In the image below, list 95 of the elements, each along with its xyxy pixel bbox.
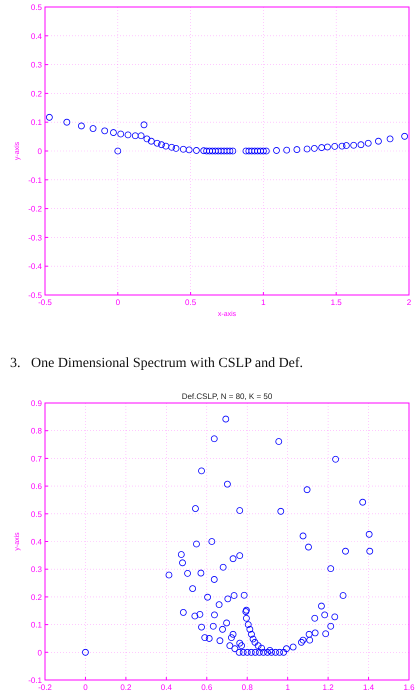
y-tick-label: -0.1 — [28, 176, 43, 185]
x-tick-label: 1.2 — [322, 683, 334, 692]
point — [257, 148, 264, 154]
point — [251, 148, 258, 154]
point — [148, 138, 155, 145]
x-tick-label: 2 — [406, 298, 412, 307]
point — [162, 142, 170, 150]
point — [248, 148, 256, 154]
text: 3. One Dimensional Spectrum with CSLP and Def. — [10, 356, 304, 371]
y-tick-label: -0.2 — [28, 204, 43, 214]
y-tick-label: -0.3 — [28, 233, 43, 242]
point — [186, 146, 193, 154]
x-tick-label: 0 — [83, 683, 88, 692]
y-tick-label: 0.3 — [30, 565, 43, 574]
point — [224, 148, 230, 154]
point — [214, 148, 222, 154]
y-tick-label: -0.4 — [28, 262, 43, 272]
point — [46, 114, 53, 121]
point — [114, 148, 122, 154]
x-tick-label: 1 — [285, 683, 290, 692]
point — [358, 141, 364, 148]
point — [206, 148, 213, 154]
y-tick-label: -0.5 — [28, 291, 43, 300]
point — [140, 121, 148, 128]
point — [338, 142, 346, 150]
point — [342, 142, 350, 149]
point — [63, 118, 70, 126]
point — [158, 141, 165, 148]
y-tick-label: -0.1 — [28, 676, 43, 685]
point — [324, 144, 331, 150]
point — [229, 148, 236, 154]
point — [154, 140, 161, 147]
y-tick-label: 0.5 — [30, 510, 43, 519]
point — [401, 132, 408, 140]
point — [304, 146, 310, 152]
x-tick-label: 0.8 — [242, 683, 254, 692]
point — [132, 132, 139, 140]
point — [220, 148, 228, 154]
point — [101, 127, 108, 134]
point — [117, 130, 124, 138]
point — [262, 148, 270, 154]
point — [110, 129, 117, 136]
x-tick-label: 1.6 — [403, 683, 416, 692]
y-tick-label: 0.7 — [30, 454, 43, 464]
y-tick-label: 0.9 — [30, 399, 43, 408]
point — [168, 144, 176, 151]
point — [200, 147, 208, 154]
y-tick-label: 0.4 — [30, 32, 43, 41]
y-tick-label: 0.3 — [30, 60, 43, 70]
y-tick-label: 0.1 — [30, 620, 43, 630]
point — [172, 145, 180, 152]
point — [254, 148, 261, 154]
point — [273, 147, 280, 154]
chart-title: Def.CSLP, N = 80, K = 50 — [182, 392, 273, 401]
point — [242, 148, 250, 154]
point — [203, 148, 210, 154]
point — [193, 147, 200, 154]
x-tick-label: 1 — [261, 298, 266, 307]
point — [144, 136, 150, 142]
point — [245, 148, 252, 154]
point — [260, 148, 267, 154]
y-tick-label: 0.2 — [30, 592, 43, 602]
point — [386, 136, 394, 142]
y-tick-label: 0.8 — [30, 426, 43, 436]
x-tick-label: 0.2 — [120, 683, 132, 692]
y-tick-label: 0 — [38, 147, 43, 156]
y-tick-label: 0.4 — [30, 538, 43, 546]
point — [209, 148, 216, 154]
y-tick-label: 0.1 — [30, 118, 43, 128]
point — [310, 145, 318, 152]
point — [212, 148, 219, 154]
x-tick-label: 1.5 — [330, 298, 342, 307]
point — [78, 122, 85, 130]
y-tick-label: 0.6 — [30, 482, 43, 492]
y-tick-label: 0.2 — [30, 89, 43, 98]
point — [180, 146, 187, 153]
point — [293, 146, 300, 153]
point — [283, 146, 290, 154]
x-tick-label: 0.6 — [201, 683, 213, 692]
point — [218, 148, 225, 154]
point — [350, 142, 358, 149]
x-tick-label: 0.5 — [185, 298, 197, 307]
point — [138, 132, 144, 140]
x-tick-label: 1.4 — [362, 683, 375, 692]
point — [375, 138, 382, 145]
y-tick-label: 0.5 — [30, 3, 43, 12]
point — [90, 125, 96, 132]
point — [124, 131, 132, 138]
point — [364, 140, 372, 147]
point — [331, 142, 338, 150]
x-tick-label: 0.4 — [160, 683, 172, 692]
point — [318, 144, 326, 151]
point — [226, 148, 234, 154]
x-tick-label: 0 — [116, 298, 121, 307]
y-tick-label: 0 — [38, 648, 43, 658]
